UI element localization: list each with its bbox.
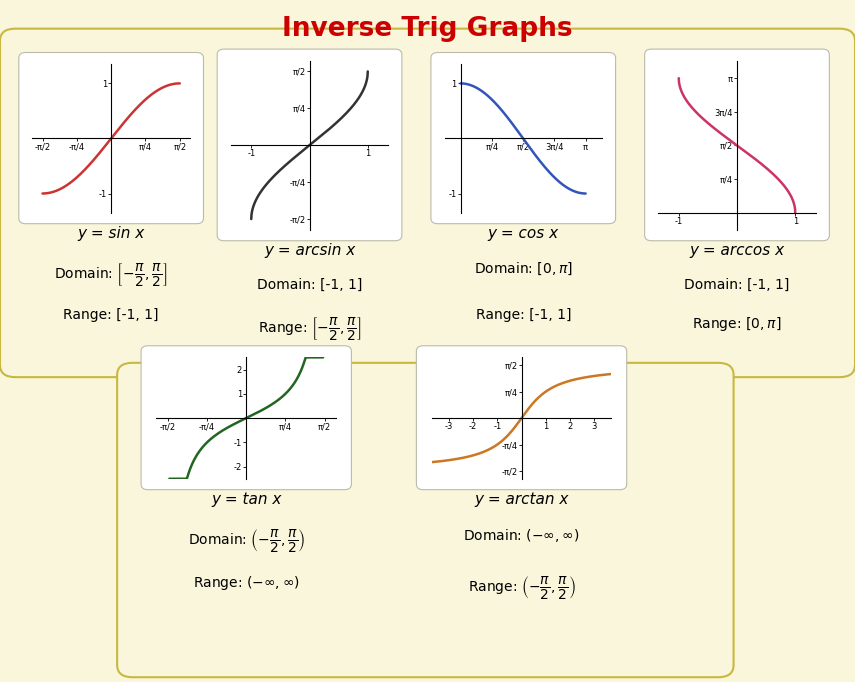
Text: y = arcsin x: y = arcsin x [264,243,355,258]
Text: y = arctan x: y = arctan x [475,492,569,507]
Text: y = sin x: y = sin x [78,226,144,241]
Text: Inverse Trig Graphs: Inverse Trig Graphs [282,16,573,42]
Text: Range: [-1, 1]: Range: [-1, 1] [63,308,159,323]
Text: y = arccos x: y = arccos x [689,243,785,258]
Text: Range: [-1, 1]: Range: [-1, 1] [475,308,571,323]
Text: Domain: [-1, 1]: Domain: [-1, 1] [684,278,790,292]
Text: Domain: $(-\infty,\infty)$: Domain: $(-\infty,\infty)$ [463,527,580,544]
Text: Domain: $[0, \pi]$: Domain: $[0, \pi]$ [474,261,573,277]
Text: Range: $[0, \pi]$: Range: $[0, \pi]$ [693,315,781,333]
Text: y = cos x: y = cos x [487,226,559,241]
Text: Domain: $\left(-\dfrac{\pi}{2},\dfrac{\pi}{2}\right)$: Domain: $\left(-\dfrac{\pi}{2},\dfrac{\p… [187,527,305,554]
Text: Range: $(-\infty,\infty)$: Range: $(-\infty,\infty)$ [193,574,299,592]
Text: Domain: $\left[-\dfrac{\pi}{2},\dfrac{\pi}{2}\right]$: Domain: $\left[-\dfrac{\pi}{2},\dfrac{\p… [55,261,168,288]
Text: Range: $\left[-\dfrac{\pi}{2},\dfrac{\pi}{2}\right]$: Range: $\left[-\dfrac{\pi}{2},\dfrac{\pi… [257,315,362,342]
Text: y = tan x: y = tan x [211,492,281,507]
Text: Domain: [-1, 1]: Domain: [-1, 1] [256,278,363,292]
Text: Range: $\left(-\dfrac{\pi}{2},\dfrac{\pi}{2}\right)$: Range: $\left(-\dfrac{\pi}{2},\dfrac{\pi… [468,574,575,602]
